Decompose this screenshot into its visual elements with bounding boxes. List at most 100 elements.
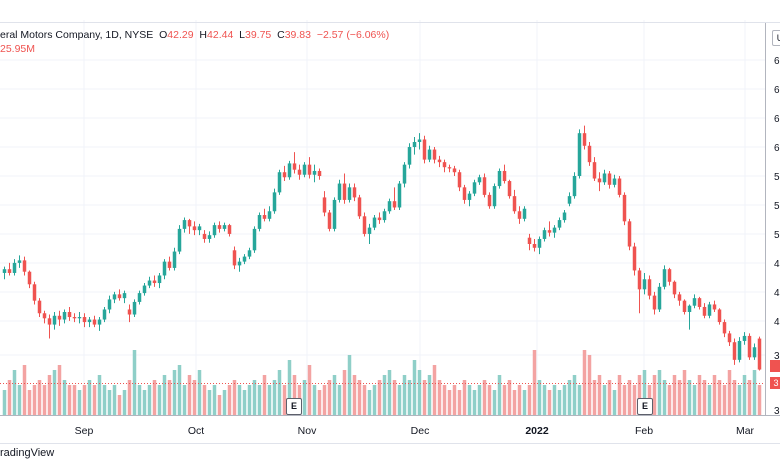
volume-bar (432, 365, 437, 415)
volume-bar (492, 390, 497, 415)
candle-body (197, 226, 202, 231)
volume-bar (192, 380, 197, 415)
volume-bar (62, 380, 67, 415)
volume-bar (252, 380, 257, 415)
candle-body (292, 163, 297, 170)
volume-bar (167, 380, 172, 415)
volume-bar (22, 365, 27, 415)
candle-body (752, 347, 757, 358)
candle-body (427, 149, 432, 160)
candle-body (102, 309, 107, 320)
volume-bar (657, 370, 662, 415)
volume-bar (87, 380, 92, 415)
earnings-badge[interactable]: E (286, 398, 302, 415)
candle-body (562, 212, 567, 221)
volume-bar (157, 385, 162, 415)
candle-body (147, 280, 152, 286)
candle-body (202, 233, 207, 239)
volume-bar (257, 385, 262, 415)
volume-bar (747, 380, 752, 415)
candle-body (422, 139, 427, 160)
volume-bar (222, 390, 227, 415)
candle-body (757, 338, 762, 370)
volume-bar (502, 385, 507, 415)
volume-bar (557, 390, 562, 415)
y-axis-label: 4 (774, 288, 780, 299)
candle-body (362, 216, 367, 234)
candle-body (472, 182, 477, 194)
candle-body (307, 164, 312, 175)
candle-body (612, 178, 617, 185)
candle-body (342, 183, 347, 200)
candle-body (417, 139, 422, 142)
volume-bar (727, 370, 732, 415)
candle-body (272, 192, 277, 212)
volume-bar (517, 385, 522, 415)
candle-body (502, 170, 507, 182)
volume-bar (687, 380, 692, 415)
volume-bar (522, 390, 527, 415)
candle-body (697, 298, 702, 307)
volume-bar (307, 365, 312, 415)
candle-body (732, 342, 737, 360)
volume-bar (527, 385, 532, 415)
candle-body (312, 170, 317, 175)
candle-body (57, 315, 62, 320)
candle-body (682, 300, 687, 312)
x-axis-label: Dec (411, 425, 430, 437)
candle-body (672, 281, 677, 295)
volume-bar (242, 390, 247, 415)
tradingview-logo-text[interactable]: radingView (0, 447, 55, 459)
volume-bar (177, 365, 182, 415)
volume-bar (702, 380, 707, 415)
volume-bar (202, 385, 207, 415)
candle-body (392, 201, 397, 208)
volume-bar (67, 385, 72, 415)
candle-body (242, 256, 247, 262)
volume-bar (642, 370, 647, 415)
low-value: 39.75 (244, 29, 272, 41)
volume-bar (77, 390, 82, 415)
candle-body (287, 163, 292, 178)
candle-body (227, 225, 232, 234)
volume-bar (672, 375, 677, 415)
candle-body (12, 262, 17, 273)
volume-bar (52, 370, 57, 415)
candle-body (432, 149, 437, 160)
volume-bar (362, 385, 367, 415)
volume-bar (412, 360, 417, 415)
candle-body (162, 261, 167, 276)
volume-bar (287, 360, 292, 415)
y-axis-label: 6 (774, 56, 780, 67)
volume-bar (387, 370, 392, 415)
x-axis-label: Mar (736, 425, 755, 437)
open-value: 42.29 (167, 29, 194, 41)
candle-body (177, 228, 182, 252)
settings-icon[interactable]: U (772, 30, 780, 46)
candle-body (717, 309, 722, 323)
volume-bar (722, 385, 727, 415)
candle-body (187, 220, 192, 227)
volume-bar (552, 385, 557, 415)
volume-bar (142, 390, 147, 415)
volume-bar (197, 370, 202, 415)
volume-bar (562, 385, 567, 415)
candle-body (552, 227, 557, 233)
volume-bar (742, 375, 747, 415)
candle-body (107, 299, 112, 310)
candle-body (742, 335, 747, 341)
candle-body (722, 322, 727, 334)
volume-bar (102, 385, 107, 415)
earnings-badge[interactable]: E (637, 398, 653, 415)
candle-body (632, 246, 637, 271)
volume-bar (407, 380, 412, 415)
volume-bar (377, 380, 382, 415)
volume-bar (597, 375, 602, 415)
candle-body (87, 319, 92, 323)
volume-bar (757, 385, 762, 415)
volume-bar (72, 385, 77, 415)
volume-bar (97, 375, 102, 415)
candle-body (382, 211, 387, 221)
